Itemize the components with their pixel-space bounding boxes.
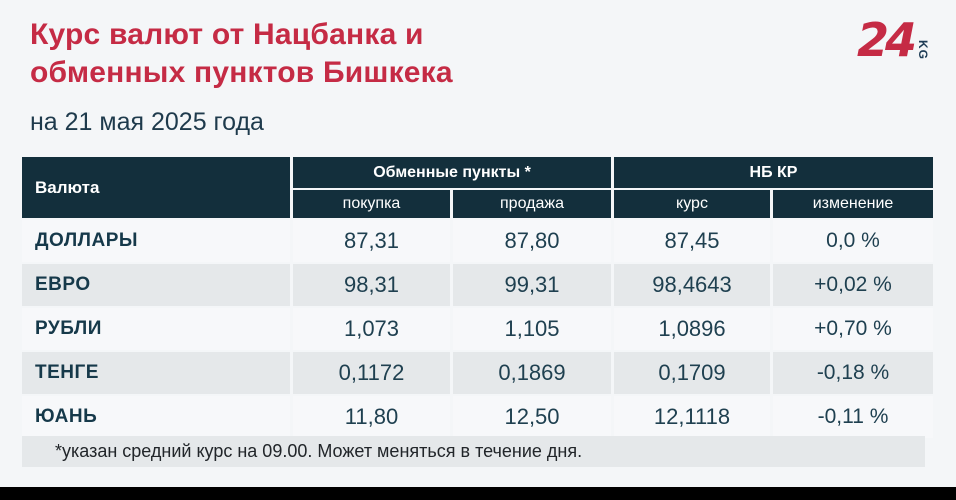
date-subtitle: на 21 мая 2025 года <box>30 108 264 136</box>
sell-value: 1,105 <box>453 308 611 350</box>
buy-value: 11,80 <box>293 396 450 438</box>
sell-value: 99,31 <box>453 264 611 306</box>
rate-value: 0,1709 <box>614 352 770 394</box>
header-rate: курс <box>614 190 770 218</box>
currency-name: ЕВРО <box>22 264 290 306</box>
change-value: 0,0 % <box>773 220 933 262</box>
change-value: +0,70 % <box>773 308 933 350</box>
logo-kg-label: KG <box>916 40 930 60</box>
currency-name: ДОЛЛАРЫ <box>22 220 290 262</box>
page-title: Курс валют от Нацбанка и обменных пункто… <box>30 16 816 92</box>
24kg-logo: 24 KG <box>857 14 930 66</box>
exchange-rates-table: Валюта Обменные пункты * НБ КР покупка п… <box>22 157 933 438</box>
header-buy: покупка <box>293 190 450 218</box>
change-value: +0,02 % <box>773 264 933 306</box>
rate-value: 1,0896 <box>614 308 770 350</box>
header-change: изменение <box>773 190 933 218</box>
page-header: Курс валют от Нацбанка и обменных пункто… <box>30 16 816 137</box>
currency-name: ЮАНЬ <box>22 396 290 438</box>
sell-value: 0,1869 <box>453 352 611 394</box>
sell-value: 12,50 <box>453 396 611 438</box>
logo-24-icon: 24 <box>856 13 917 67</box>
rate-value: 12,1118 <box>614 396 770 438</box>
header-group-nbkr: НБ КР <box>614 157 933 188</box>
rate-value: 87,45 <box>614 220 770 262</box>
page-title-line2: обменных пунктов Бишкека <box>30 56 453 89</box>
buy-value: 1,073 <box>293 308 450 350</box>
header-currency: Валюта <box>22 157 290 218</box>
footnote: *указан средний курс на 09.00. Может мен… <box>22 436 925 467</box>
header-sell: продажа <box>453 190 611 218</box>
page-title-line1: Курс валют от Нацбанка и <box>30 18 424 51</box>
currency-name: РУБЛИ <box>22 308 290 350</box>
buy-value: 0,1172 <box>293 352 450 394</box>
header-group-exchange-offices: Обменные пункты * <box>293 157 611 188</box>
rate-value: 98,4643 <box>614 264 770 306</box>
buy-value: 87,31 <box>293 220 450 262</box>
change-value: -0,18 % <box>773 352 933 394</box>
currency-name: ТЕНГЕ <box>22 352 290 394</box>
sell-value: 87,80 <box>453 220 611 262</box>
change-value: -0,11 % <box>773 396 933 438</box>
bottom-black-strip <box>0 487 956 500</box>
buy-value: 98,31 <box>293 264 450 306</box>
